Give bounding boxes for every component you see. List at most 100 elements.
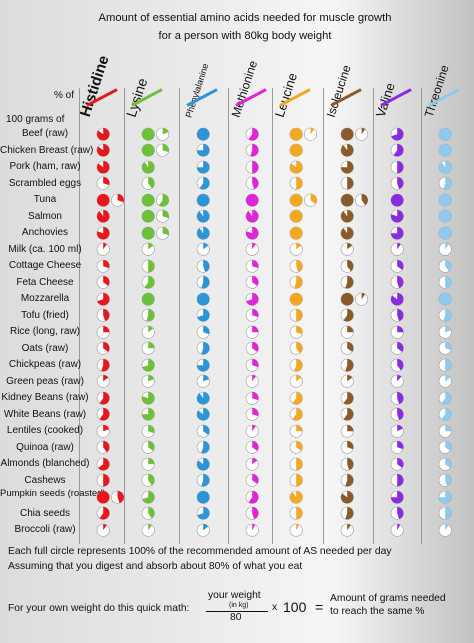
per-100g-label: 100 grams of xyxy=(6,114,65,125)
pie-group-methionine xyxy=(245,292,259,306)
pie-slice xyxy=(102,276,110,287)
pie-group-leucine xyxy=(289,341,303,355)
pie-slice xyxy=(346,424,354,431)
pie-group-methionine xyxy=(245,127,259,141)
pie-slice xyxy=(96,144,110,157)
pie-group-threonine xyxy=(438,440,452,454)
pie-slice xyxy=(289,292,303,306)
pie-group-leucine xyxy=(289,523,303,537)
pie-group-isoleucine xyxy=(340,341,354,355)
pie-slice xyxy=(251,523,255,530)
pie-group-valine xyxy=(390,424,404,438)
pie-group-threonine xyxy=(438,308,452,322)
pie-slice xyxy=(144,276,155,289)
pie-slice xyxy=(197,309,210,322)
pie-slice xyxy=(343,309,354,322)
pie-slice xyxy=(390,292,404,306)
pie-slice xyxy=(196,160,210,174)
pie-slice xyxy=(444,474,452,487)
pie-group-methionine xyxy=(245,176,259,190)
pie-slice xyxy=(102,325,110,332)
pie-slice xyxy=(346,457,354,470)
pie-slice xyxy=(438,144,452,157)
pie-group-methionine xyxy=(245,506,259,520)
pie-slice xyxy=(147,507,155,519)
pie-slice xyxy=(251,441,259,452)
food-label: Beef (raw) xyxy=(21,128,69,139)
chart-title-line1: Amount of essential amino acids needed f… xyxy=(98,12,392,24)
pie-group-lysine xyxy=(141,490,155,504)
pie-slice xyxy=(396,408,404,421)
pie-group-threonine xyxy=(438,506,452,520)
column-separator xyxy=(179,88,180,544)
pie-slice xyxy=(96,160,110,174)
pie-slice xyxy=(141,408,155,421)
food-label: Oats (raw) xyxy=(21,342,69,354)
pie-slice xyxy=(396,325,404,332)
pie-slice xyxy=(289,144,303,157)
pie-slice xyxy=(444,276,452,289)
pie-group-lysine xyxy=(141,325,155,339)
pie-group-methionine xyxy=(245,209,259,223)
pie-group-isoleucine xyxy=(340,193,368,207)
pie-slice xyxy=(141,292,155,306)
pie-group-threonine xyxy=(438,292,452,306)
pie-group-histidine xyxy=(96,341,110,355)
pie-slice xyxy=(289,226,303,240)
pie-slice xyxy=(97,457,110,471)
pie-group-leucine xyxy=(289,391,303,405)
pie-group-histidine xyxy=(96,506,110,520)
pie-slice xyxy=(196,358,210,372)
pie-slice xyxy=(444,507,452,520)
pie-group-threonine xyxy=(438,259,452,273)
pie-slice xyxy=(158,193,169,207)
pie-slice xyxy=(441,391,452,405)
pie-group-histidine xyxy=(96,209,110,223)
pie-slice xyxy=(99,408,110,421)
pie-group-threonine xyxy=(438,226,452,240)
column-separator xyxy=(124,88,125,544)
food-label: Cashews xyxy=(24,474,66,486)
pie-group-leucine xyxy=(289,506,303,520)
pie-group-valine xyxy=(390,325,404,339)
pie-group-leucine xyxy=(289,407,303,421)
pie-slice xyxy=(361,292,366,299)
food-label: Scrambled eggs xyxy=(8,177,82,189)
column-label: Threonine xyxy=(421,63,452,119)
food-label: Green peas (raw) xyxy=(6,375,84,387)
pie-group-lysine xyxy=(141,341,155,355)
pie-slice xyxy=(202,424,210,435)
pie-group-lysine xyxy=(141,143,169,157)
pie-group-leucine xyxy=(289,457,303,471)
pie-group-histidine xyxy=(96,127,110,141)
pie-slice xyxy=(444,375,451,382)
food-label: Almonds (blanched) xyxy=(0,458,90,469)
pie-slice xyxy=(343,391,354,405)
pie-group-threonine xyxy=(438,176,452,190)
column-separator xyxy=(79,88,80,544)
column-separator xyxy=(228,88,229,544)
chart-title-line2: for a person with 80kg body weight xyxy=(158,30,332,42)
pie-slice xyxy=(147,342,155,349)
pie-group-histidine xyxy=(96,391,110,405)
pie-group-lysine xyxy=(141,523,155,537)
pie-group-lysine xyxy=(141,176,155,190)
pie-slice xyxy=(141,193,155,207)
pie-slice xyxy=(444,259,452,272)
pie-slice xyxy=(292,408,303,421)
pie-slice xyxy=(295,523,299,530)
pie-group-valine xyxy=(390,160,404,174)
pie-slice xyxy=(396,441,404,450)
pie-group-threonine xyxy=(438,193,452,207)
pie-group-leucine xyxy=(289,325,303,339)
food-label: Cottage Cheese xyxy=(8,260,82,271)
pie-slice xyxy=(102,342,110,353)
pie-group-phenylalanine xyxy=(196,506,210,520)
pie-slice xyxy=(444,523,449,530)
pie-group-methionine xyxy=(245,440,259,454)
pie-group-leucine xyxy=(289,193,317,207)
pie-group-isoleucine xyxy=(340,259,354,273)
pie-slice xyxy=(443,309,452,322)
pie-group-lysine xyxy=(141,160,155,174)
